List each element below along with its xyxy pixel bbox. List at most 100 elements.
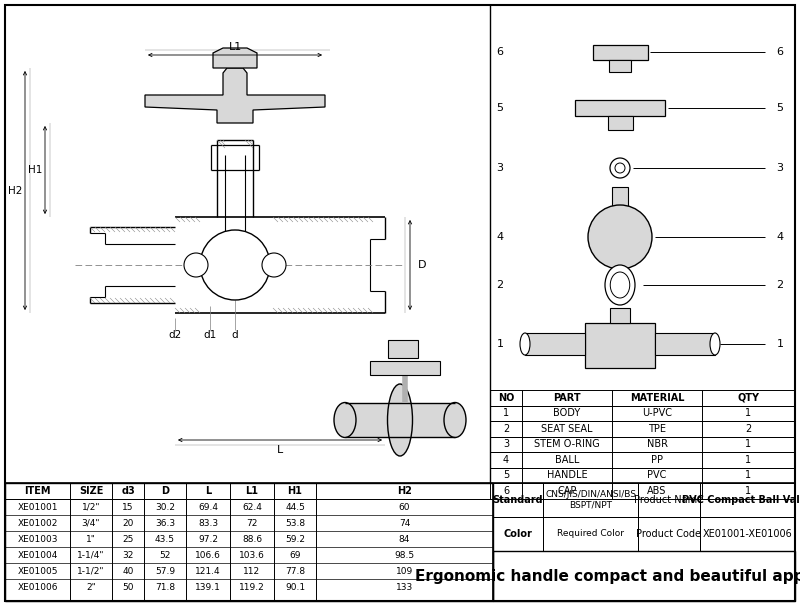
Text: 1: 1 [746,470,751,480]
Text: NBR: NBR [646,439,667,449]
Bar [5,483,493,499]
Circle shape [615,163,625,173]
Text: 133: 133 [396,582,413,591]
Text: XE01004: XE01004 [18,550,58,559]
Text: d: d [232,330,238,340]
Text: 44.5: 44.5 [285,502,305,511]
Text: 90.1: 90.1 [285,582,305,591]
Bar [5,483,493,601]
Text: PVC Compact Ball Valve: PVC Compact Ball Valve [682,495,800,505]
Bar [655,333,715,355]
Text: XE01002: XE01002 [18,519,58,527]
Text: 43.5: 43.5 [155,534,175,544]
Ellipse shape [605,265,635,305]
Text: BALL: BALL [555,454,579,465]
Text: 1: 1 [746,408,751,418]
Text: 2: 2 [777,280,783,290]
Text: 1: 1 [497,339,503,349]
Bar [593,45,648,60]
Text: 25: 25 [122,534,134,544]
Text: 60: 60 [398,502,410,511]
Bar [543,517,638,551]
Circle shape [184,253,208,277]
Text: 106.6: 106.6 [195,550,221,559]
Text: QTY: QTY [738,393,759,403]
Text: 83.3: 83.3 [198,519,218,527]
Text: PART: PART [553,393,581,403]
Text: 53.8: 53.8 [285,519,305,527]
Text: MATERIAL: MATERIAL [630,393,684,403]
Bar [610,308,630,323]
Text: d2: d2 [168,330,182,340]
Text: 1-1/4": 1-1/4" [78,550,105,559]
Bar [543,483,638,517]
Bar [608,116,633,130]
Text: 30.2: 30.2 [155,502,175,511]
Text: 4: 4 [497,232,503,242]
Circle shape [262,253,286,277]
Text: TPE: TPE [648,424,666,434]
Text: 69.4: 69.4 [198,502,218,511]
Text: 72: 72 [246,519,258,527]
Text: 71.8: 71.8 [155,582,175,591]
Bar [490,436,795,452]
Ellipse shape [387,384,413,456]
Text: XE01001: XE01001 [18,502,58,511]
Text: L: L [205,486,211,496]
Text: H2: H2 [397,486,412,496]
Text: 6: 6 [503,486,509,496]
Text: 109: 109 [396,567,413,576]
Text: L1: L1 [228,42,242,52]
Ellipse shape [520,333,530,355]
Text: 112: 112 [243,567,261,576]
Polygon shape [145,68,325,123]
Text: 3: 3 [503,439,509,449]
Text: 2: 2 [746,424,752,434]
Text: 59.2: 59.2 [285,534,305,544]
Text: 40: 40 [122,567,134,576]
Text: U-PVC: U-PVC [642,408,672,418]
Bar [490,452,795,467]
Text: 98.5: 98.5 [394,550,414,559]
Text: 69: 69 [290,550,301,559]
Text: 84: 84 [399,534,410,544]
Text: 1-1/2": 1-1/2" [78,567,105,576]
Text: 50: 50 [122,582,134,591]
Text: CAP: CAP [558,486,577,496]
Text: 2: 2 [503,424,509,434]
Text: Product Name: Product Name [634,495,703,505]
Ellipse shape [710,333,720,355]
Text: BODY: BODY [554,408,581,418]
Text: 4: 4 [503,454,509,465]
Text: H2: H2 [8,185,22,196]
Text: XE01001-XE01006: XE01001-XE01006 [702,529,792,539]
Text: Color: Color [503,529,533,539]
Text: 32: 32 [122,550,134,559]
Text: ABS: ABS [647,486,666,496]
Text: HANDLE: HANDLE [546,470,587,480]
Text: 3: 3 [497,163,503,173]
Ellipse shape [444,402,466,438]
Bar [585,323,655,368]
Text: 1/2": 1/2" [82,502,100,511]
Text: 139.1: 139.1 [195,582,221,591]
Text: 2: 2 [497,280,503,290]
Bar [490,467,795,483]
Text: 88.6: 88.6 [242,534,262,544]
Text: Product Code: Product Code [637,529,702,539]
Text: 52: 52 [159,550,170,559]
Text: 6: 6 [497,47,503,57]
Bar [525,333,585,355]
Text: XE01003: XE01003 [18,534,58,544]
Bar [388,340,418,358]
Bar [490,405,795,421]
Text: 1: 1 [746,454,751,465]
Text: Standard: Standard [493,495,543,505]
Text: 57.9: 57.9 [155,567,175,576]
Text: Ergonomic handle compact and beautiful appearance: Ergonomic handle compact and beautiful a… [415,568,800,584]
Bar [490,421,795,436]
Text: 97.2: 97.2 [198,534,218,544]
Text: 4: 4 [777,232,783,242]
Text: 36.3: 36.3 [155,519,175,527]
Text: 1: 1 [503,408,509,418]
